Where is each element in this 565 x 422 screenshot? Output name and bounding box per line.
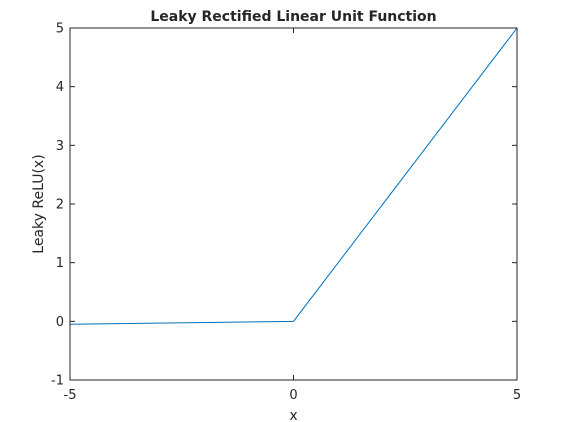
y-tick-label: 5 <box>56 22 64 37</box>
series-line <box>69 27 518 325</box>
x-tick-label: -5 <box>64 388 77 403</box>
y-tick-label: 1 <box>56 256 64 271</box>
x-tick-label: 0 <box>289 388 297 403</box>
y-axis-label: Leaky ReLU(x) <box>31 154 47 253</box>
y-axis-ticks: -1 0 1 2 3 4 5 <box>51 22 517 389</box>
series-group <box>69 27 518 325</box>
x-tick-label: 5 <box>513 388 521 403</box>
y-tick-label: -1 <box>51 374 64 389</box>
plot-frame <box>69 27 518 381</box>
y-tick-label: 2 <box>56 198 64 213</box>
y-tick-label: 4 <box>56 80 64 95</box>
chart-title: Leaky Rectified Linear Unit Function <box>150 9 436 25</box>
y-tick-label: 0 <box>56 315 64 330</box>
x-axis-label: x <box>289 408 297 422</box>
y-tick-label: 3 <box>56 139 64 154</box>
plot-area-background <box>70 28 517 380</box>
